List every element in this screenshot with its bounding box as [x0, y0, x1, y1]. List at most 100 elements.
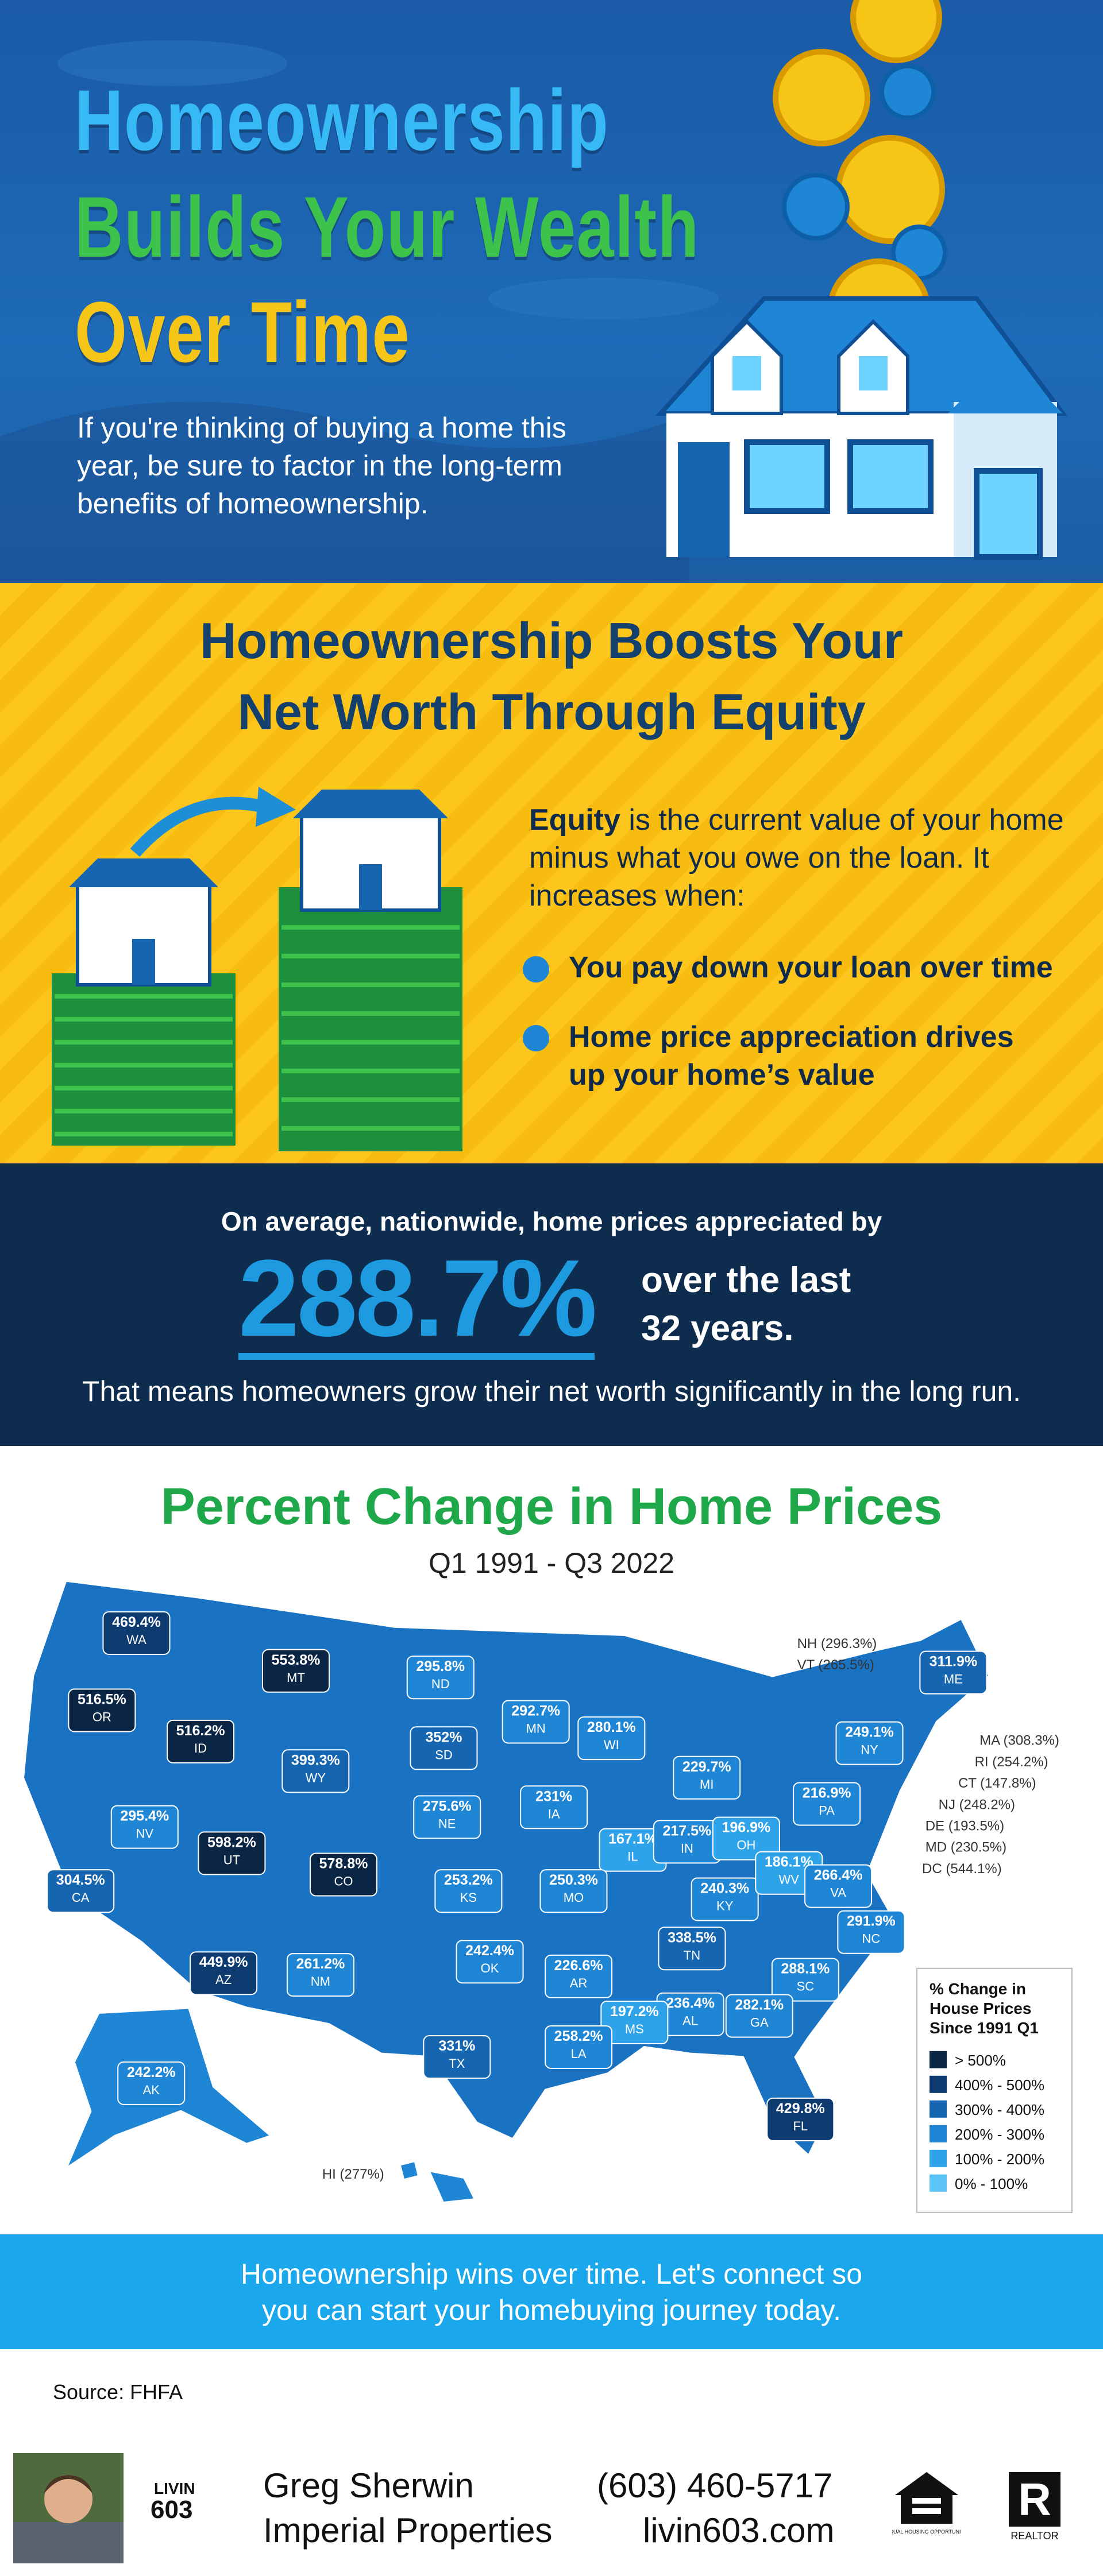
- state-abbr: AZ: [215, 1972, 232, 1987]
- lead-text: is the current value of your home minus …: [529, 803, 1064, 912]
- realtor-icon: R REALTOR: [1009, 2472, 1060, 2542]
- state-tile: [600, 2001, 669, 2045]
- state-value: 197.2%: [610, 2003, 659, 2020]
- map-title: Percent Change in Home Prices: [160, 1478, 943, 1535]
- stat-conclusion: That means homeowners grow their net wor…: [82, 1375, 1021, 1407]
- state-value: 217.5%: [662, 1823, 711, 1839]
- state-value: 338.5%: [668, 1929, 716, 1945]
- state-note: MD (230.5%): [925, 1840, 1006, 1855]
- legend-label: > 500%: [955, 2052, 1006, 2069]
- equity-section: Homeownership Boosts Your Net Worth Thro…: [0, 583, 1103, 1163]
- state-abbr: MO: [564, 1890, 584, 1905]
- state-abbr: AK: [143, 2083, 160, 2097]
- state-value: 242.2%: [127, 2064, 176, 2080]
- state-tile: [198, 1831, 266, 1875]
- state-abbr: ND: [431, 1677, 450, 1691]
- equity-lead: Equity is the current value of your home…: [529, 801, 1081, 915]
- state-tile: [286, 1953, 354, 1997]
- legend-label: 100% - 200%: [955, 2150, 1044, 2168]
- state-tile: [406, 1656, 475, 1700]
- state-value: 231%: [535, 1788, 572, 1804]
- state-tile: [835, 1721, 904, 1765]
- cta-line: you can start your homebuying journey to…: [262, 2294, 841, 2326]
- state-abbr: AR: [570, 1976, 588, 1990]
- state-value: 553.8%: [272, 1652, 321, 1668]
- state-value: 516.2%: [176, 1723, 225, 1739]
- state-note: HI (277%): [322, 2167, 384, 2182]
- state-value: 186.1%: [765, 1854, 813, 1870]
- legend-title: House Prices: [930, 1999, 1031, 2017]
- state-abbr: WV: [779, 1873, 800, 1887]
- state-value: 249.1%: [845, 1724, 894, 1740]
- state-value: 291.9%: [847, 1913, 896, 1929]
- state-tile: [837, 1910, 905, 1954]
- state-tile: [658, 1927, 726, 1971]
- header: Homeownership Builds Your Wealth Over Ti…: [0, 0, 1103, 583]
- cta: Homeownership wins over time. Let's conn…: [0, 2234, 1103, 2349]
- legend-swatch: [930, 2174, 947, 2192]
- state-abbr: TN: [684, 1948, 700, 1962]
- state-value: 266.4%: [814, 1867, 863, 1883]
- state-abbr: SD: [435, 1747, 453, 1762]
- state-value: 295.4%: [120, 1808, 169, 1824]
- equal-housing-icon: EQUAL HOUSING OPPORTUNITY: [892, 2472, 961, 2535]
- heading-line: Homeownership Boosts Your: [199, 612, 903, 669]
- state-value: 253.2%: [444, 1872, 493, 1888]
- bullet-dot: [523, 1025, 549, 1051]
- state-abbr: TX: [449, 2056, 465, 2071]
- state-value: 429.8%: [776, 2101, 825, 2117]
- state-abbr: IN: [681, 1841, 693, 1855]
- realtor-text: REALTOR: [1011, 2530, 1058, 2542]
- state-value: 216.9%: [803, 1785, 851, 1801]
- state-abbr: OK: [481, 1961, 499, 1975]
- state-tile: [545, 2025, 613, 2069]
- legend-swatch: [930, 2100, 947, 2118]
- state-value: 196.9%: [722, 1820, 770, 1836]
- subtitle-line: If you're thinking of buying a home this: [77, 412, 566, 444]
- state-tile: [102, 1611, 171, 1655]
- state-abbr: NV: [136, 1827, 153, 1841]
- state-tile: [502, 1700, 570, 1744]
- state-value: 331%: [438, 2038, 475, 2054]
- state-tile: [413, 1795, 481, 1839]
- state-abbr: CO: [334, 1874, 353, 1889]
- state-abbr: NM: [311, 1974, 330, 1989]
- title-line: Over Time: [75, 284, 411, 380]
- state-abbr: ME: [944, 1672, 963, 1687]
- agent-name: Greg Sherwin: [263, 2466, 474, 2505]
- realtor-r: R: [1018, 2474, 1051, 2525]
- state-abbr: NE: [438, 1816, 456, 1831]
- map-section: Percent Change in Home Prices Q1 1991 - …: [0, 1446, 1103, 2234]
- subtitle-line: benefits of homeownership.: [77, 488, 429, 520]
- state-note: DE (193.5%): [925, 1818, 1004, 1834]
- state-tile: [281, 1749, 350, 1793]
- state-abbr: CA: [72, 1890, 90, 1905]
- state-value: 304.5%: [56, 1872, 105, 1888]
- state-abbr: MT: [287, 1670, 305, 1685]
- state-note: NJ (248.2%): [939, 1797, 1015, 1812]
- state-tile: [919, 1650, 988, 1695]
- state-value: 282.1%: [735, 1997, 784, 2013]
- legend-label: 400% - 500%: [955, 2076, 1044, 2094]
- state-tile: [68, 1688, 136, 1732]
- state-abbr: WA: [126, 1633, 146, 1647]
- state-tile: [766, 2097, 835, 2141]
- state-abbr: NC: [862, 1932, 880, 1946]
- state-tile: [456, 1940, 524, 1984]
- bullet: Home price appreciation drives up your h…: [569, 1020, 1014, 1092]
- state-abbr: AL: [682, 2014, 698, 2028]
- state-tile: [691, 1877, 759, 1921]
- website: livin603.com: [643, 2511, 835, 2550]
- state-note: VT (265.5%): [797, 1657, 874, 1673]
- state-tile: [110, 1805, 179, 1849]
- state-tile: [577, 1716, 646, 1761]
- state-tile: [520, 1785, 588, 1829]
- stat-intro: On average, nationwide, home prices appr…: [221, 1206, 882, 1236]
- state-abbr: LA: [571, 2047, 587, 2061]
- title-line: Builds Your Wealth: [75, 179, 700, 275]
- state-abbr: OH: [736, 1838, 755, 1852]
- legend-label: 0% - 100%: [955, 2175, 1028, 2192]
- header-art: [0, 0, 1067, 583]
